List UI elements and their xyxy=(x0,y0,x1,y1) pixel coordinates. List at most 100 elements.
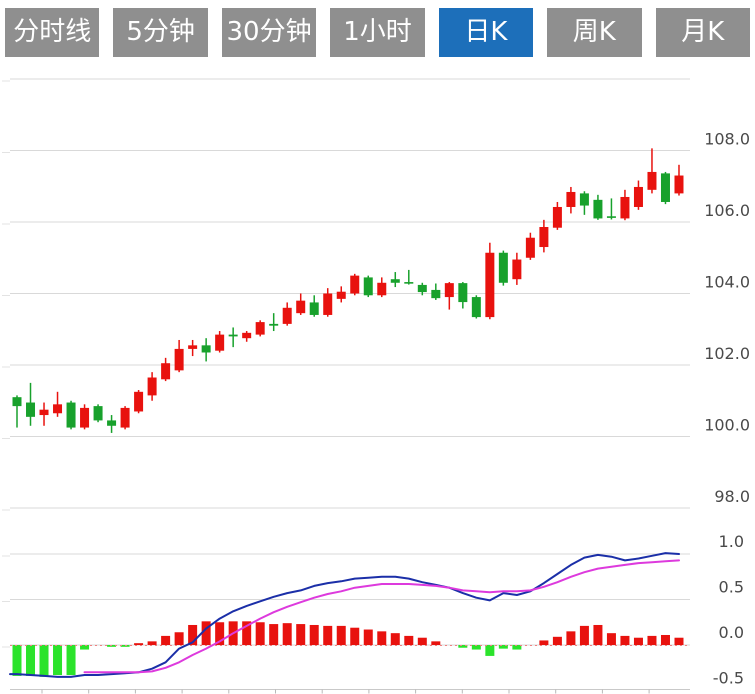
candle-body xyxy=(647,171,657,190)
price-axis-label: 98.0 xyxy=(714,487,750,506)
macd-histogram-bar xyxy=(471,645,481,650)
macd-histogram-bar xyxy=(498,645,508,649)
tab-monthly-k[interactable]: 月K xyxy=(655,8,750,57)
candle-body xyxy=(471,297,481,318)
macd-histogram-bar xyxy=(485,645,495,656)
candle-body xyxy=(552,206,562,228)
candle-body xyxy=(350,275,360,294)
price-axis-label: 106.0 xyxy=(704,201,750,220)
tab-30min[interactable]: 30分钟 xyxy=(221,8,317,57)
macd-dif-line xyxy=(9,552,680,678)
candle-body xyxy=(147,377,157,396)
macd-histogram-bar xyxy=(336,625,346,645)
candle-body xyxy=(12,397,22,407)
macd-histogram-bar xyxy=(579,625,589,645)
candle-body xyxy=(201,345,211,353)
macd-histogram-bar xyxy=(566,631,576,645)
macd-histogram-bar xyxy=(66,645,76,676)
macd-histogram-bar xyxy=(390,633,400,645)
candle-body xyxy=(107,420,117,426)
tab-1hour[interactable]: 1小时 xyxy=(330,8,425,57)
candle-body xyxy=(606,216,616,218)
candle-body xyxy=(282,307,292,324)
candle-body xyxy=(363,277,373,296)
macd-histogram-bar xyxy=(134,643,144,645)
macd-dea-line xyxy=(83,559,680,674)
macd-histogram-bar xyxy=(539,640,549,645)
macd-histogram-bar xyxy=(620,635,630,645)
candle-body xyxy=(309,302,319,315)
candle-body xyxy=(269,323,279,326)
candle-body xyxy=(93,406,103,421)
candle-body xyxy=(228,334,238,337)
macd-histogram-bar xyxy=(552,636,562,645)
macd-histogram-bar xyxy=(593,624,603,645)
tab-minute-line[interactable]: 分时线 xyxy=(5,8,100,57)
macd-histogram-bar xyxy=(606,633,616,645)
candle-body xyxy=(80,407,90,428)
candle-body xyxy=(66,402,76,428)
price-axis-label: 108.0 xyxy=(704,130,750,149)
candle-body xyxy=(417,284,427,293)
candle-body xyxy=(660,173,670,202)
candle-body xyxy=(296,300,306,314)
candle-body xyxy=(633,186,643,207)
macd-histogram-bar xyxy=(404,635,414,645)
candle-body xyxy=(336,291,346,299)
candle-body xyxy=(525,237,535,258)
candle-body xyxy=(674,175,684,194)
candle-body xyxy=(579,193,589,206)
macd-histogram-bar xyxy=(269,624,279,645)
candle-body xyxy=(134,391,144,412)
macd-histogram-bar xyxy=(53,645,63,676)
macd-histogram-bar xyxy=(309,624,319,645)
candle-body xyxy=(512,259,522,280)
macd-histogram-bar xyxy=(633,637,643,645)
candle-body xyxy=(53,404,63,414)
macd-axis-label: 1.0 xyxy=(719,532,744,551)
macd-histogram-bar xyxy=(12,645,22,676)
candle-body xyxy=(593,199,603,219)
macd-histogram-bar xyxy=(255,622,265,645)
candle-body xyxy=(498,252,508,283)
macd-axis-label: -0.5 xyxy=(713,669,744,688)
candle-body xyxy=(404,282,414,284)
candle-body xyxy=(215,334,225,351)
candle-body xyxy=(323,293,333,315)
macd-histogram-bar xyxy=(174,632,184,645)
macd-histogram-bar xyxy=(350,627,360,645)
tab-5min[interactable]: 5分钟 xyxy=(113,8,208,57)
candle-body xyxy=(620,196,630,219)
price-axis-label: 102.0 xyxy=(704,344,750,363)
macd-histogram-bar xyxy=(26,645,36,676)
macd-histogram-bar xyxy=(147,641,157,645)
candle-body xyxy=(39,409,49,416)
candle-body xyxy=(566,191,576,207)
macd-histogram-bar xyxy=(660,634,670,645)
macd-histogram-bar xyxy=(188,624,198,645)
macd-histogram-bar xyxy=(647,635,657,645)
candle-body xyxy=(242,332,252,339)
tab-daily-k[interactable]: 日K xyxy=(438,8,534,57)
macd-histogram-bar xyxy=(201,621,211,645)
tab-weekly-k[interactable]: 周K xyxy=(547,8,642,57)
macd-histogram-bar xyxy=(296,624,306,645)
candle-body xyxy=(444,283,454,298)
macd-histogram-bar xyxy=(377,631,387,645)
macd-histogram-bar xyxy=(39,645,49,677)
timeframe-toolbar: 分时线 5分钟 30分钟 1小时 日K 周K 月K xyxy=(0,0,755,57)
candle-body xyxy=(377,282,387,296)
macd-histogram-bar xyxy=(512,645,522,650)
macd-histogram-bar xyxy=(323,625,333,645)
macd-histogram-bar xyxy=(161,635,171,645)
candle-body xyxy=(255,322,265,335)
macd-histogram-bar xyxy=(417,637,427,645)
candle-body xyxy=(485,252,495,318)
macd-histogram-bar xyxy=(282,623,292,645)
candle-body xyxy=(174,348,184,371)
candle-body xyxy=(431,289,441,299)
candle-body xyxy=(539,227,549,248)
macd-histogram-bar xyxy=(458,645,468,648)
candle-body xyxy=(390,279,400,283)
